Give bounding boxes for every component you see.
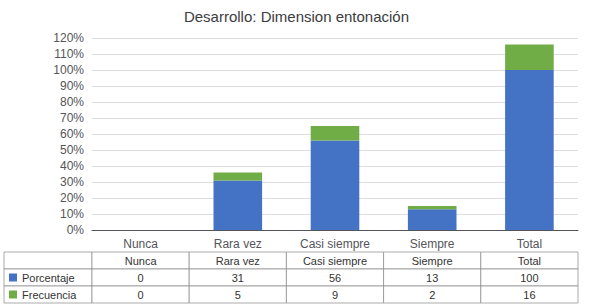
svg-text:56: 56 [329, 272, 341, 284]
svg-text:Rara vez: Rara vez [216, 255, 260, 267]
svg-text:20%: 20% [60, 191, 84, 205]
svg-text:Rara vez: Rara vez [214, 237, 262, 251]
svg-text:110%: 110% [54, 47, 84, 61]
svg-text:10%: 10% [60, 207, 84, 221]
svg-text:Siempre: Siempre [412, 255, 453, 267]
svg-text:120%: 120% [53, 31, 84, 45]
svg-text:Porcentaje: Porcentaje [22, 272, 75, 284]
svg-text:Total: Total [518, 255, 541, 267]
svg-text:30%: 30% [60, 175, 84, 189]
svg-text:31: 31 [232, 272, 244, 284]
svg-text:100: 100 [520, 272, 538, 284]
svg-text:Total: Total [517, 237, 542, 251]
svg-text:2: 2 [429, 289, 435, 301]
svg-text:0: 0 [138, 272, 144, 284]
svg-text:70%: 70% [60, 111, 84, 125]
svg-text:90%: 90% [60, 79, 84, 93]
svg-text:80%: 80% [60, 95, 84, 109]
svg-text:Frecuencia: Frecuencia [22, 289, 77, 301]
svg-text:50%: 50% [60, 143, 84, 157]
svg-text:Nunca: Nunca [125, 255, 158, 267]
svg-text:0%: 0% [67, 223, 85, 237]
svg-text:Nunca: Nunca [123, 237, 158, 251]
svg-text:60%: 60% [60, 127, 84, 141]
svg-text:5: 5 [235, 289, 241, 301]
svg-text:16: 16 [523, 289, 535, 301]
svg-text:9: 9 [332, 289, 338, 301]
svg-text:Casi siempre: Casi siempre [300, 237, 370, 251]
svg-text:40%: 40% [60, 159, 84, 173]
svg-text:100%: 100% [53, 63, 84, 77]
svg-text:Siempre: Siempre [410, 237, 455, 251]
svg-text:0: 0 [138, 289, 144, 301]
svg-text:13: 13 [426, 272, 438, 284]
svg-text:Desarrollo: Dimension entonaci: Desarrollo: Dimension entonación [184, 8, 409, 25]
svg-text:Casi siempre: Casi siempre [303, 255, 367, 267]
